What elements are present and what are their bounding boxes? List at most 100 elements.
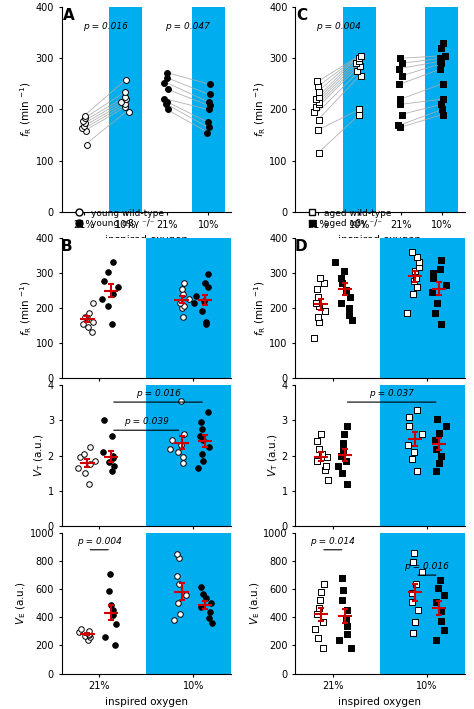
- Point: [343, 628, 351, 640]
- Point: [404, 440, 412, 451]
- Point: [437, 574, 444, 586]
- Point: [77, 624, 84, 635]
- Text: B: B: [61, 239, 73, 254]
- Point: [173, 548, 181, 559]
- Point: [98, 294, 105, 305]
- Y-axis label: $V_\mathrm{T}$ (a.u.): $V_\mathrm{T}$ (a.u.): [33, 434, 46, 477]
- Point: [404, 308, 411, 319]
- Point: [198, 448, 206, 459]
- Point: [86, 441, 93, 452]
- Point: [337, 272, 345, 284]
- Point: [317, 586, 324, 598]
- Point: [395, 63, 402, 74]
- Point: [315, 301, 322, 312]
- Point: [174, 447, 182, 458]
- Point: [106, 568, 113, 579]
- Point: [355, 104, 363, 115]
- Point: [179, 452, 187, 463]
- X-axis label: inspired oxygen: inspired oxygen: [105, 235, 188, 245]
- Point: [110, 460, 118, 471]
- Point: [114, 281, 122, 293]
- Y-axis label: $V_\mathrm{E}$ (a.u.): $V_\mathrm{E}$ (a.u.): [15, 581, 28, 625]
- Point: [409, 596, 416, 608]
- Point: [419, 566, 426, 578]
- Point: [205, 104, 213, 115]
- Point: [436, 63, 444, 74]
- Point: [408, 588, 415, 599]
- Point: [314, 311, 322, 323]
- Point: [197, 430, 204, 442]
- Y-axis label: $V_\mathrm{E}$ (a.u.): $V_\mathrm{E}$ (a.u.): [248, 581, 262, 625]
- Point: [436, 55, 444, 67]
- Point: [179, 283, 186, 294]
- Point: [86, 631, 94, 642]
- Point: [316, 96, 323, 108]
- Point: [437, 99, 444, 110]
- Point: [428, 286, 436, 298]
- Point: [202, 318, 210, 330]
- Point: [313, 283, 321, 294]
- Point: [81, 121, 88, 132]
- Point: [109, 288, 117, 299]
- Point: [431, 308, 439, 319]
- Bar: [380, 533, 474, 674]
- Point: [109, 452, 117, 464]
- Point: [345, 302, 353, 313]
- Point: [335, 460, 342, 471]
- Point: [438, 255, 445, 266]
- Point: [315, 91, 323, 102]
- X-axis label: inspired oxygen: inspired oxygen: [338, 235, 421, 245]
- Point: [432, 466, 440, 477]
- Point: [343, 420, 351, 431]
- Point: [313, 436, 321, 447]
- Point: [442, 279, 450, 291]
- Point: [85, 625, 92, 636]
- Text: p = 0.014: p = 0.014: [310, 537, 356, 545]
- Point: [74, 462, 82, 474]
- Y-axis label: $f_\mathrm{R}$ (min $^{-1}$): $f_\mathrm{R}$ (min $^{-1}$): [18, 82, 34, 138]
- Point: [441, 50, 448, 62]
- Point: [177, 396, 185, 407]
- Point: [310, 332, 318, 343]
- Point: [199, 588, 207, 600]
- Point: [162, 99, 170, 110]
- Point: [86, 459, 94, 470]
- Point: [85, 478, 92, 489]
- Point: [396, 52, 403, 64]
- Point: [338, 467, 346, 479]
- Point: [206, 78, 213, 89]
- Point: [434, 582, 442, 593]
- Point: [408, 453, 415, 464]
- Point: [353, 65, 361, 77]
- Point: [194, 462, 201, 474]
- Point: [207, 100, 214, 111]
- Point: [164, 84, 172, 95]
- Point: [80, 448, 88, 459]
- Point: [206, 441, 213, 452]
- Text: p = 0.016: p = 0.016: [136, 389, 181, 398]
- Point: [321, 464, 329, 475]
- Point: [316, 316, 323, 328]
- Point: [84, 321, 92, 333]
- Point: [410, 557, 417, 568]
- Point: [106, 585, 113, 596]
- Point: [438, 104, 446, 115]
- Point: [409, 627, 417, 638]
- Point: [89, 327, 96, 338]
- Point: [79, 318, 87, 330]
- Point: [203, 592, 210, 603]
- Point: [109, 604, 117, 615]
- Point: [198, 423, 206, 435]
- Point: [206, 122, 213, 133]
- Bar: [146, 533, 240, 674]
- Point: [320, 578, 328, 589]
- Point: [197, 601, 205, 613]
- Point: [160, 94, 168, 105]
- Point: [355, 55, 363, 67]
- Point: [201, 277, 209, 289]
- Point: [85, 629, 93, 640]
- Point: [202, 316, 210, 328]
- Point: [312, 101, 320, 113]
- Legend: aged wild-type, aged αβγ ⁻/⁻: aged wild-type, aged αβγ ⁻/⁻: [300, 205, 395, 232]
- Point: [438, 57, 445, 69]
